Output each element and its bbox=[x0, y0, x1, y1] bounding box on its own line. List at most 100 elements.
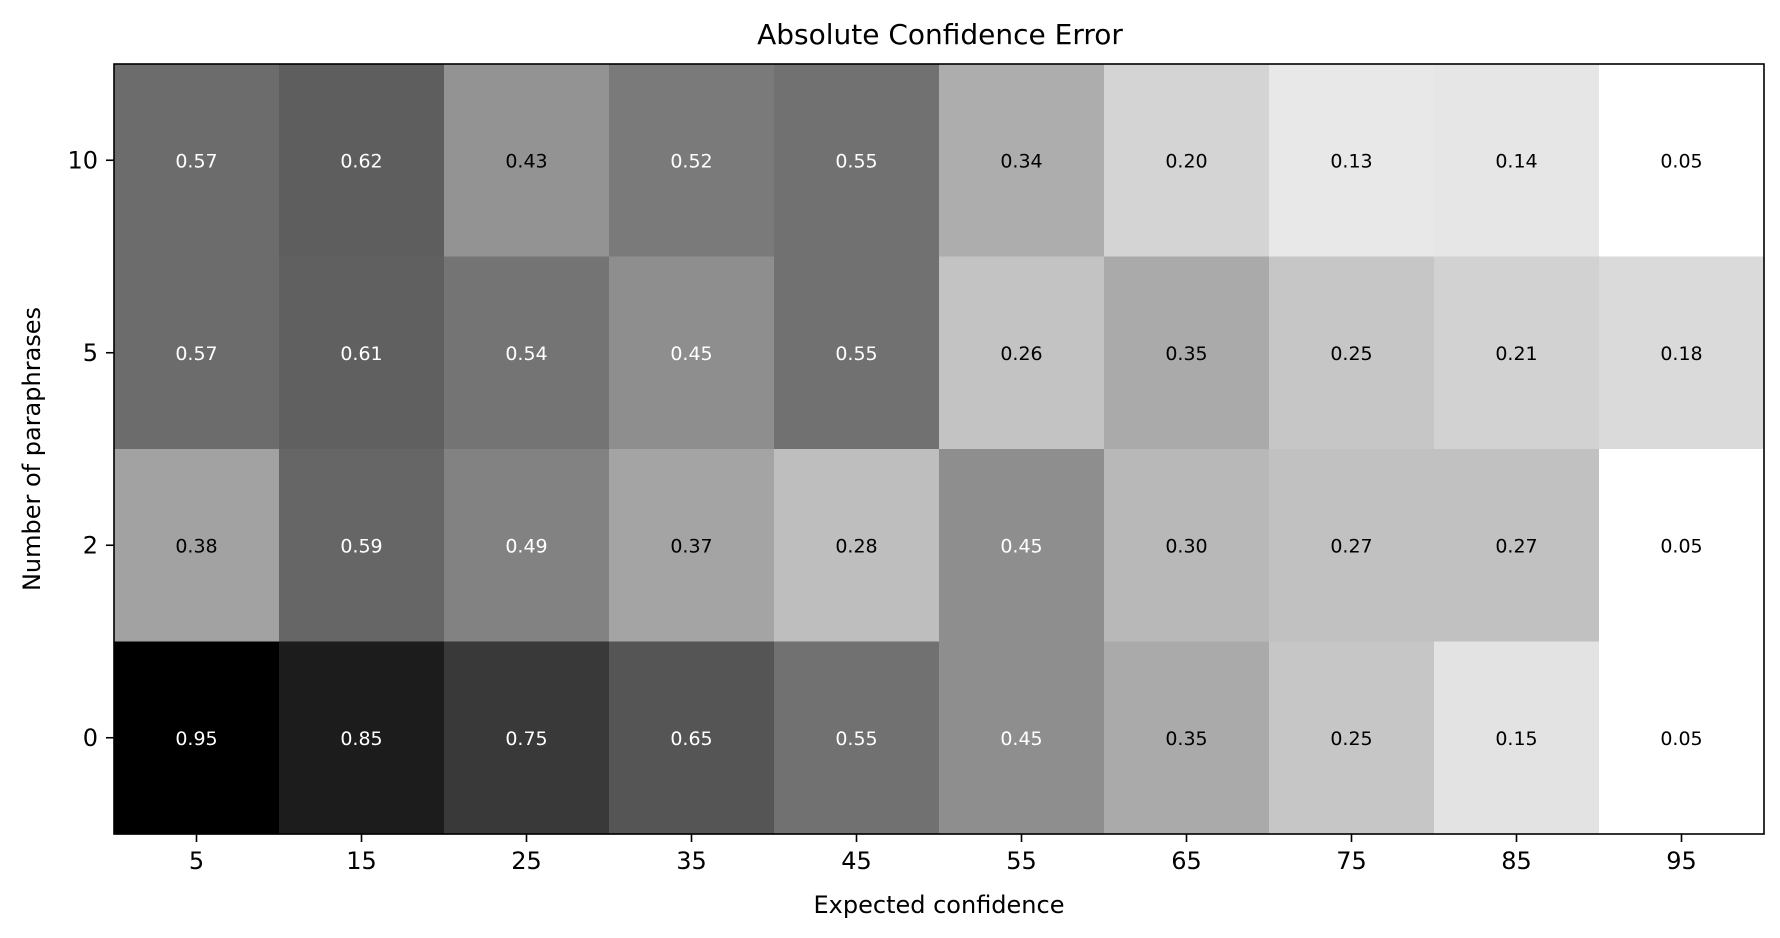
heatmap-cell-value-label: 0.95 bbox=[175, 728, 217, 750]
heatmap-cell-value-label: 0.28 bbox=[835, 535, 877, 557]
y-tick-label: 10 bbox=[67, 146, 98, 174]
heatmap-cell bbox=[444, 449, 610, 643]
heatmap-cell-value-label: 0.25 bbox=[1330, 343, 1372, 365]
heatmap-cell-value-label: 0.13 bbox=[1330, 150, 1372, 172]
heatmap-cell-value-label: 0.25 bbox=[1330, 728, 1372, 750]
heatmap-cell-value-label: 0.57 bbox=[175, 343, 217, 365]
heatmap-cell bbox=[609, 64, 775, 258]
x-tick-label: 65 bbox=[1171, 847, 1202, 875]
x-tick-label: 15 bbox=[346, 847, 377, 875]
x-tick-label: 5 bbox=[189, 847, 204, 875]
heatmap-cell bbox=[939, 64, 1105, 258]
heatmap-cell bbox=[609, 641, 775, 835]
heatmap-cell bbox=[114, 449, 280, 643]
x-tick-label: 85 bbox=[1501, 847, 1532, 875]
heatmap-cell-value-label: 0.05 bbox=[1660, 728, 1702, 750]
heatmap-cell bbox=[774, 64, 940, 258]
heatmap-cell-value-label: 0.26 bbox=[1000, 343, 1042, 365]
heatmap-cell-value-label: 0.59 bbox=[340, 535, 382, 557]
heatmap-cell-value-label: 0.27 bbox=[1330, 535, 1372, 557]
heatmap-cell-value-label: 0.55 bbox=[835, 150, 877, 172]
chart-title: Absolute Confidence Error bbox=[757, 18, 1123, 51]
heatmap-cell bbox=[444, 64, 610, 258]
y-tick-label: 2 bbox=[83, 531, 98, 559]
heatmap-cell bbox=[1599, 256, 1765, 450]
heatmap-cell bbox=[444, 641, 610, 835]
heatmap-cell-value-label: 0.37 bbox=[670, 535, 712, 557]
heatmap-cell-value-label: 0.57 bbox=[175, 150, 217, 172]
heatmap-cell bbox=[279, 641, 445, 835]
heatmap-cell-value-label: 0.62 bbox=[340, 150, 382, 172]
heatmap-cell-value-label: 0.55 bbox=[835, 343, 877, 365]
heatmap-cell bbox=[1269, 64, 1435, 258]
heatmap-cell-value-label: 0.35 bbox=[1165, 728, 1207, 750]
heatmap-cell bbox=[609, 256, 775, 450]
plot-frame bbox=[113, 63, 1765, 835]
heatmap-cell-labels: 0.57 0.62 0.43 0.52 0.55 0.34 0.20 0.13 0.14 0.05… bbox=[175, 150, 1702, 750]
heatmap-cell bbox=[939, 641, 1105, 835]
heatmap-cell bbox=[444, 256, 610, 450]
heatmap-cell-value-label: 0.45 bbox=[670, 343, 712, 365]
heatmap-cell-value-label: 0.65 bbox=[670, 728, 712, 750]
heatmap-cell-value-label: 0.35 bbox=[1165, 343, 1207, 365]
heatmap-cell bbox=[939, 449, 1105, 643]
heatmap-cell-value-label: 0.49 bbox=[505, 535, 547, 557]
heatmap-cell-value-label: 0.43 bbox=[505, 150, 547, 172]
heatmap-cell-value-label: 0.15 bbox=[1495, 728, 1537, 750]
heatmap-cell-value-label: 0.38 bbox=[175, 535, 217, 557]
heatmap-cell bbox=[774, 449, 940, 643]
heatmap-cell-value-label: 0.45 bbox=[1000, 728, 1042, 750]
y-tick-label: 5 bbox=[83, 339, 98, 367]
heatmap-cell bbox=[1599, 64, 1765, 258]
heatmap-cell-value-label: 0.61 bbox=[340, 343, 382, 365]
heatmap-cell bbox=[1104, 449, 1270, 643]
heatmap-cell bbox=[774, 256, 940, 450]
heatmap-cells bbox=[114, 64, 1765, 835]
y-axis-ticks: 10 5 2 0 bbox=[67, 146, 114, 752]
heatmap-cell-value-label: 0.18 bbox=[1660, 343, 1702, 365]
heatmap-cell bbox=[939, 256, 1105, 450]
heatmap-cell bbox=[1599, 449, 1765, 643]
heatmap-cell bbox=[1434, 449, 1600, 643]
heatmap-cell bbox=[1104, 641, 1270, 835]
x-tick-label: 45 bbox=[841, 847, 872, 875]
heatmap-cell-value-label: 0.55 bbox=[835, 728, 877, 750]
heatmap-cell bbox=[1269, 641, 1435, 835]
x-tick-label: 35 bbox=[676, 847, 707, 875]
y-tick-label: 0 bbox=[83, 724, 98, 752]
heatmap-cell bbox=[1434, 256, 1600, 450]
heatmap-cell-value-label: 0.54 bbox=[505, 343, 547, 365]
heatmap-cell-value-label: 0.05 bbox=[1660, 535, 1702, 557]
x-tick-label: 75 bbox=[1336, 847, 1367, 875]
heatmap-cell-value-label: 0.85 bbox=[340, 728, 382, 750]
heatmap-cell-value-label: 0.27 bbox=[1495, 535, 1537, 557]
heatmap-cell bbox=[114, 641, 280, 835]
heatmap-cell bbox=[279, 64, 445, 258]
heatmap-cell-value-label: 0.21 bbox=[1495, 343, 1537, 365]
heatmap-cell bbox=[1269, 449, 1435, 643]
heatmap-cell bbox=[1269, 256, 1435, 450]
heatmap-cell-value-label: 0.75 bbox=[505, 728, 547, 750]
x-tick-label: 25 bbox=[511, 847, 542, 875]
x-tick-label: 95 bbox=[1666, 847, 1697, 875]
x-axis-label: Expected confidence bbox=[814, 891, 1065, 919]
heatmap-cell bbox=[774, 641, 940, 835]
heatmap-cell bbox=[1104, 256, 1270, 450]
heatmap-cell bbox=[1599, 641, 1765, 835]
heatmap-cell bbox=[1104, 64, 1270, 258]
heatmap-cell-value-label: 0.30 bbox=[1165, 535, 1207, 557]
heatmap-cell bbox=[279, 449, 445, 643]
heatmap-cell bbox=[1434, 64, 1600, 258]
y-axis-label: Number of paraphrases bbox=[18, 307, 46, 591]
heatmap-cell bbox=[1434, 641, 1600, 835]
x-axis-ticks: 5 15 25 35 45 55 65 75 85 95 bbox=[189, 834, 1697, 875]
heatmap-cell-value-label: 0.20 bbox=[1165, 150, 1207, 172]
heatmap-cell-value-label: 0.52 bbox=[670, 150, 712, 172]
heatmap-cell-value-label: 0.34 bbox=[1000, 150, 1042, 172]
heatmap-cell-value-label: 0.05 bbox=[1660, 150, 1702, 172]
heatmap-cell bbox=[279, 256, 445, 450]
heatmap-cell-value-label: 0.14 bbox=[1495, 150, 1537, 172]
heatmap-cell-value-label: 0.45 bbox=[1000, 535, 1042, 557]
heatmap-cell bbox=[114, 64, 280, 258]
